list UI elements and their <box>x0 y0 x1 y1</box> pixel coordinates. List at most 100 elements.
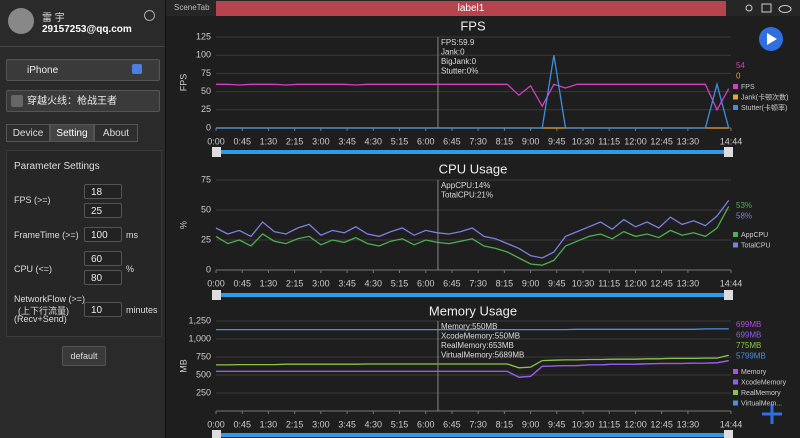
device-select[interactable]: iPhone <box>6 59 160 81</box>
default-button[interactable]: default <box>62 346 106 366</box>
x-tick-label: 0:45 <box>233 419 251 429</box>
x-tick-label: 0:00 <box>207 419 225 429</box>
input[interactable]: 25 <box>84 203 122 218</box>
unit: minutes <box>126 305 158 315</box>
annotation: Jank:0 <box>441 48 465 57</box>
legend-swatch <box>733 390 738 395</box>
x-tick-label: 12:00 <box>624 278 647 288</box>
input[interactable]: 60 <box>84 251 122 266</box>
annotation: BigJank:0 <box>441 57 477 66</box>
y-axis-label: MB <box>178 359 188 373</box>
x-tick-label: 2:15 <box>286 278 304 288</box>
end-label: 53% <box>736 201 752 210</box>
series-line <box>216 360 729 378</box>
y-tick-label: 25 <box>201 104 211 114</box>
y-tick-label: 50 <box>201 86 211 96</box>
sidebar: 雷 宇 29157253@qq.com iPhone 穿越火线：枪战王者 Dev… <box>0 0 166 438</box>
annotation: VirtualMemory:5689MB <box>441 351 524 360</box>
x-tick-label: 9:45 <box>548 278 566 288</box>
slider-track <box>220 433 727 437</box>
x-tick-label: 11:15 <box>598 419 620 429</box>
tab-active[interactable]: Setting <box>50 124 94 142</box>
input[interactable]: 18 <box>84 184 122 199</box>
x-tick-label: 11:15 <box>598 136 620 146</box>
add-button[interactable] <box>762 404 782 424</box>
active-tab[interactable]: label1 <box>216 1 726 16</box>
legend-label: Stutter(卡顿率) <box>741 103 787 112</box>
scene-tab[interactable]: SceneTab <box>174 3 210 12</box>
x-tick-label: 5:15 <box>391 136 409 146</box>
x-tick-label: 8:15 <box>496 136 514 146</box>
user-name: 雷 宇 <box>42 13 65 24</box>
x-tick-label: 10:30 <box>572 419 595 429</box>
legend-label: Jank(卡顿次数) <box>741 92 788 101</box>
x-tick-label: 6:00 <box>417 136 435 146</box>
annotation: RealMemory:653MB <box>441 341 514 350</box>
slider-handle <box>212 290 221 300</box>
param-sub: (Recv+Send) <box>14 314 67 324</box>
divider <box>0 46 165 47</box>
legend-swatch <box>733 105 738 110</box>
location-icon[interactable] <box>745 4 753 12</box>
legend-swatch <box>733 400 738 406</box>
end-label: 775MB <box>736 341 761 350</box>
param-label: CPU (<=) <box>14 264 53 274</box>
unit: % <box>126 264 135 274</box>
x-tick-label: 3:00 <box>312 419 330 429</box>
x-tick-label: 13:30 <box>677 136 700 146</box>
x-tick-label: 4:30 <box>365 136 383 146</box>
x-tick-label: 14:44 <box>720 278 743 288</box>
legend-label: Memory <box>741 369 767 376</box>
x-tick-label: 7:30 <box>469 419 487 429</box>
param-sub: (上下行流量) <box>18 306 69 316</box>
app-icon <box>11 95 23 107</box>
link-icon <box>132 64 142 74</box>
x-tick-label: 4:30 <box>365 419 383 429</box>
chart-title: Memory Usage <box>429 303 517 318</box>
param-label: NetworkFlow (>=) <box>14 294 86 304</box>
x-tick-label: 6:45 <box>443 419 461 429</box>
x-tick-label: 7:30 <box>469 278 487 288</box>
x-tick-label: 8:15 <box>496 419 514 429</box>
x-tick-label: 3:00 <box>312 278 330 288</box>
cloud-icon[interactable] <box>778 5 792 13</box>
tab[interactable]: About <box>94 124 138 142</box>
x-tick-label: 9:00 <box>522 136 540 146</box>
chart-title: FPS <box>460 18 486 33</box>
x-tick-label: 0:45 <box>233 136 251 146</box>
chart-title: CPU Usage <box>439 161 508 176</box>
slider-handle <box>212 430 221 438</box>
y-axis-label: FPS <box>178 74 188 92</box>
power-icon[interactable] <box>144 10 155 21</box>
y-tick-label: 1,000 <box>188 333 211 343</box>
legend-swatch <box>733 242 738 248</box>
app-select[interactable]: 穿越火线：枪战王者 <box>6 90 160 112</box>
series-line <box>216 83 730 112</box>
param-label: FrameTime (>=) <box>14 230 79 240</box>
y-tick-label: 500 <box>196 369 211 379</box>
input[interactable]: 100 <box>84 227 122 242</box>
annotation: FPS:59.9 <box>441 38 475 47</box>
slider-track <box>220 293 727 297</box>
input[interactable]: 80 <box>84 270 122 285</box>
folder-icon[interactable] <box>761 3 772 13</box>
x-tick-label: 14:44 <box>720 136 743 146</box>
series-line <box>215 200 730 259</box>
slider-track <box>220 150 727 154</box>
y-tick-label: 100 <box>196 50 211 60</box>
y-tick-label: 75 <box>201 174 211 184</box>
x-tick-label: 6:00 <box>417 419 435 429</box>
legend-label: FPS <box>741 84 755 91</box>
tab[interactable]: Device <box>6 124 50 142</box>
y-tick-label: 0 <box>206 264 211 274</box>
x-tick-label: 9:00 <box>522 419 540 429</box>
legend-swatch <box>733 94 738 100</box>
x-tick-label: 7:30 <box>469 136 487 146</box>
y-tick-label: 75 <box>201 68 211 78</box>
x-tick-label: 13:30 <box>677 278 700 288</box>
input[interactable]: 10 <box>84 302 122 317</box>
legend-label: VirtualMem... <box>741 400 782 407</box>
y-tick-label: 50 <box>201 204 211 214</box>
end-label: 0 <box>736 72 741 81</box>
